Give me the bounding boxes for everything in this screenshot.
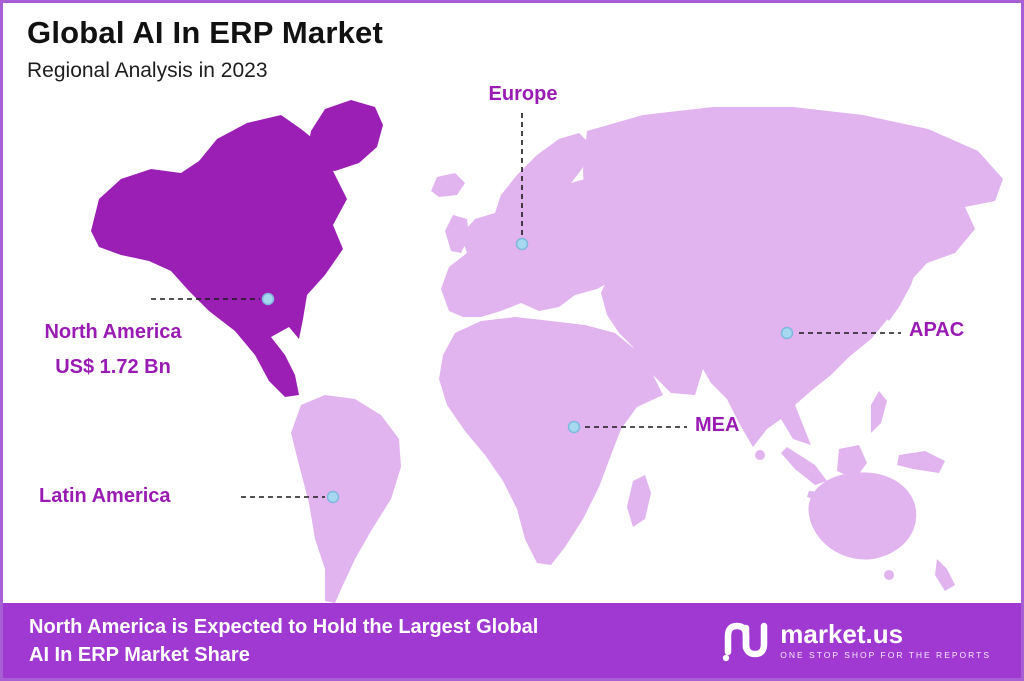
banner-text: North America is Expected to Hold the La… [29,613,538,669]
label-latin-america: Latin America [39,485,171,507]
label-north-america: North America US$ 1.72 Bn [13,315,213,385]
region-borneo [837,445,867,479]
marketus-logo: market.us ONE STOP SHOP FOR THE REPORTS [720,618,991,664]
bottom-banner: North America is Expected to Hold the La… [3,603,1021,678]
region-north-america [91,115,347,397]
label-north-america-name: North America [44,321,182,343]
label-europe: Europe [488,83,558,105]
logo-tagline: ONE STOP SHOP FOR THE REPORTS [780,650,991,660]
banner-line-2: AI In ERP Market Share [29,643,250,666]
label-north-america-value: US$ 1.72 Bn [55,356,171,378]
region-sumatra [781,447,827,485]
marker-europe [515,237,529,251]
region-philippines [871,391,887,433]
page-subtitle: Regional Analysis in 2023 [27,59,268,82]
header: Global AI In ERP Market Regional Analysi… [27,15,383,83]
world-map [91,100,1003,603]
region-uk [445,215,469,253]
label-mea: MEA [695,414,740,436]
page-title: Global AI In ERP Market [27,15,384,50]
region-tasmania [884,570,894,580]
region-japan [881,255,919,321]
region-asia [583,107,1003,447]
logo-brand: market.us [780,619,904,649]
region-iceland [431,173,465,197]
region-australia [808,472,917,560]
region-greenland [306,100,383,171]
marker-latin-america [326,490,340,504]
banner-line-1: North America is Expected to Hold the La… [29,615,539,638]
region-sri-lanka [755,450,765,460]
region-new-zealand [935,559,955,591]
region-south-america [291,395,401,603]
region-europe [441,133,625,317]
region-new-guinea [897,451,945,473]
region-africa [439,317,663,565]
marker-mea [567,420,581,434]
region-madagascar [627,475,651,527]
logo-text: market.us ONE STOP SHOP FOR THE REPORTS [780,621,991,660]
label-apac: APAC [909,319,965,341]
marker-apac [780,326,794,340]
marketus-logo-icon [723,622,768,661]
marker-north-america [261,292,275,306]
